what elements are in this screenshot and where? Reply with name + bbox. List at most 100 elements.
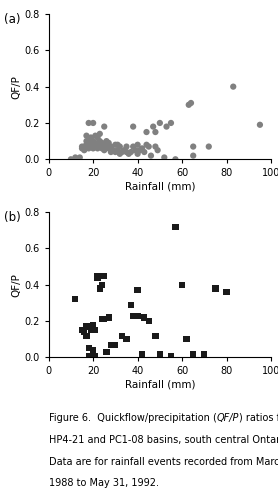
Point: [104, 137, 109, 145]
Point: [95, 141, 100, 149]
Point: [169, 119, 173, 127]
Point: [173, 222, 178, 230]
Point: [78, 154, 82, 162]
Point: [129, 148, 133, 156]
Point: [86, 144, 91, 152]
Text: QF/P: QF/P: [217, 413, 239, 423]
Point: [131, 122, 135, 130]
Point: [111, 146, 115, 154]
Point: [98, 284, 102, 292]
Point: [144, 141, 149, 149]
Point: [93, 142, 98, 150]
Point: [153, 128, 158, 136]
Point: [109, 148, 113, 156]
Point: [151, 122, 155, 130]
Point: [213, 284, 218, 292]
Point: [93, 139, 98, 147]
Point: [120, 148, 124, 156]
Point: [158, 119, 162, 127]
X-axis label: Rainfall (mm): Rainfall (mm): [125, 181, 195, 191]
Point: [149, 152, 153, 160]
Point: [93, 326, 98, 334]
Point: [118, 150, 122, 158]
Point: [122, 146, 126, 154]
Point: [207, 142, 211, 150]
Point: [131, 312, 135, 320]
Point: [189, 99, 193, 107]
Point: [95, 134, 100, 141]
Point: [142, 314, 147, 322]
Point: [86, 344, 91, 352]
Point: [224, 288, 229, 296]
Point: [98, 137, 102, 145]
Point: [84, 141, 89, 149]
Point: [140, 350, 144, 358]
Point: [86, 141, 91, 149]
Point: [100, 139, 104, 147]
Point: [187, 101, 191, 109]
Point: [91, 321, 95, 329]
Point: [153, 142, 158, 150]
Point: [69, 156, 73, 164]
Point: [104, 142, 109, 150]
Point: [95, 272, 100, 280]
Point: [91, 144, 95, 152]
Text: Figure 6.  Quickflow/precipitation (: Figure 6. Quickflow/precipitation (: [49, 413, 217, 423]
Point: [138, 146, 142, 154]
Point: [169, 352, 173, 360]
Point: [144, 128, 149, 136]
Point: [191, 152, 195, 160]
Text: (b): (b): [4, 210, 21, 224]
Point: [106, 144, 111, 152]
Point: [113, 340, 118, 348]
Point: [124, 336, 129, 344]
Point: [89, 142, 93, 150]
Text: (a): (a): [4, 12, 21, 26]
Point: [162, 154, 167, 162]
Point: [86, 119, 91, 127]
Point: [191, 350, 195, 358]
Point: [95, 144, 100, 152]
Point: [98, 130, 102, 138]
Point: [133, 146, 138, 154]
Point: [100, 144, 104, 152]
Y-axis label: QF/P: QF/P: [11, 273, 21, 296]
Point: [84, 332, 89, 340]
Point: [124, 148, 129, 156]
Point: [73, 296, 78, 304]
Point: [98, 142, 102, 150]
Point: [115, 141, 120, 149]
Point: [102, 146, 106, 154]
Point: [191, 142, 195, 150]
Point: [173, 156, 178, 164]
Point: [258, 121, 262, 129]
Point: [142, 148, 147, 156]
Point: [84, 322, 89, 330]
Point: [147, 317, 151, 325]
Point: [82, 146, 86, 154]
Point: [158, 350, 162, 358]
Point: [100, 316, 104, 324]
Point: [164, 122, 169, 130]
Text: 1988 to May 31, 1992.: 1988 to May 31, 1992.: [49, 478, 159, 488]
Point: [89, 134, 93, 141]
Point: [184, 336, 189, 344]
Point: [153, 332, 158, 340]
Point: [126, 150, 131, 158]
Point: [135, 141, 140, 149]
Point: [102, 141, 106, 149]
Point: [135, 150, 140, 158]
Y-axis label: QF/P: QF/P: [11, 74, 21, 98]
Point: [93, 132, 98, 140]
Point: [91, 346, 95, 354]
Point: [93, 352, 98, 360]
Point: [80, 142, 84, 150]
Text: Data are for rainfall events recorded from March 1,: Data are for rainfall events recorded fr…: [49, 456, 278, 466]
Point: [80, 326, 84, 334]
Point: [89, 139, 93, 147]
Point: [95, 274, 100, 281]
Point: [86, 352, 91, 360]
Point: [109, 142, 113, 150]
Point: [135, 312, 140, 320]
Point: [202, 350, 207, 358]
